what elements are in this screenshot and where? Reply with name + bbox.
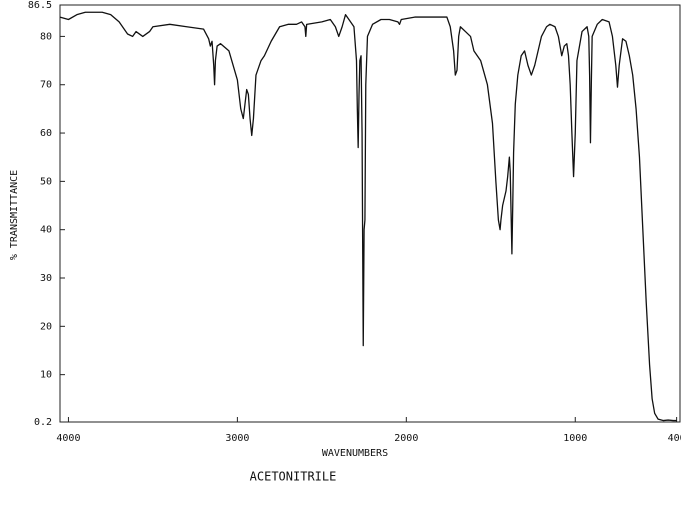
y-tick-label: 80: [40, 31, 52, 42]
y-tick-label: 30: [40, 273, 52, 284]
plot-frame: [59, 4, 681, 423]
spectrum-line: [59, 11, 677, 422]
x-tick-label: 1000: [563, 433, 587, 444]
y-tick-label: 40: [40, 225, 52, 236]
y-tick-label: 0.2: [34, 417, 52, 428]
x-axis-label: WAVENUMBERS: [322, 448, 388, 459]
x-tick-label: 400: [668, 433, 681, 444]
x-tick-label: 2000: [394, 433, 418, 444]
y-tick-label: 10: [40, 370, 52, 381]
x-tick-label: 4000: [56, 433, 80, 444]
y-tick-label: 20: [40, 321, 52, 332]
y-tick-label: 86.5: [28, 0, 52, 11]
y-tick-label: 60: [40, 128, 52, 139]
x-tick-label: 3000: [225, 433, 249, 444]
y-axis-label: % TRANSMITTANCE: [9, 170, 20, 260]
y-tick-label: 70: [40, 80, 52, 91]
chart-title: ACETONITRILE: [250, 470, 337, 484]
y-tick-label: 50: [40, 176, 52, 187]
